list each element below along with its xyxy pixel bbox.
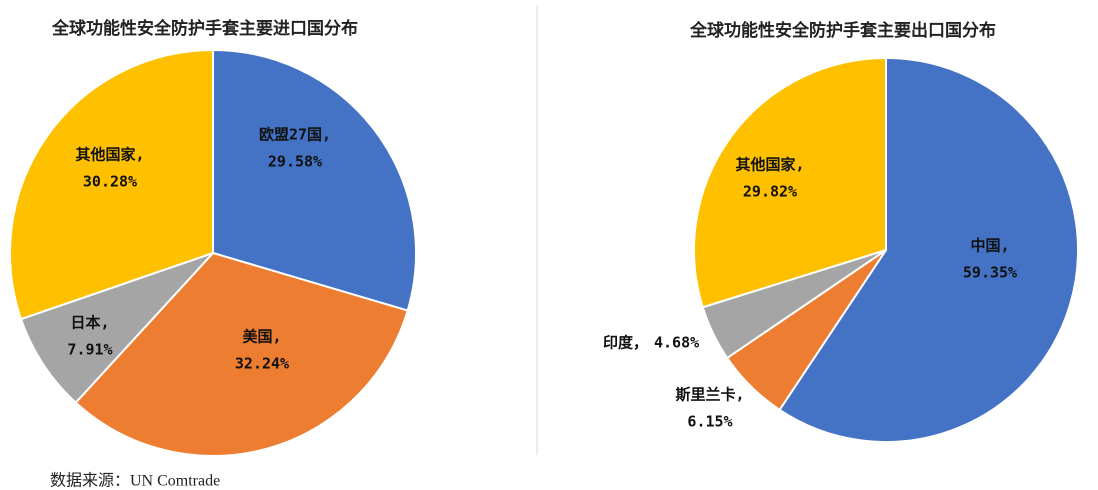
slice-value: 7.91% bbox=[67, 341, 112, 359]
slice-category: 日本, bbox=[70, 314, 109, 332]
slice-value: 4.68% bbox=[654, 334, 699, 352]
slice-category: 欧盟27国, bbox=[259, 126, 331, 144]
slice-value: 59.35% bbox=[963, 264, 1017, 282]
slice-category: 斯里兰卡, bbox=[675, 386, 744, 404]
chart-title: 全球功能性安全防护手套主要进口国分布 bbox=[51, 18, 358, 39]
slice-value: 6.15% bbox=[687, 413, 732, 431]
source: 数据来源：UN Comtrade bbox=[50, 472, 220, 490]
pie-slice bbox=[693, 56, 887, 309]
slice-category: 其他国家, bbox=[735, 156, 804, 174]
slice-category: 美国, bbox=[242, 328, 281, 346]
slice-category: 其他国家, bbox=[75, 146, 144, 164]
slice-value: 30.28% bbox=[83, 173, 137, 191]
slice-value: 29.82% bbox=[743, 183, 797, 201]
slice-category: 印度， bbox=[603, 334, 648, 352]
pie-slice bbox=[778, 56, 1079, 443]
pie-slice bbox=[9, 48, 214, 321]
slice-value: 32.24% bbox=[235, 355, 289, 373]
chart-title: 全球功能性安全防护手套主要出口国分布 bbox=[689, 20, 996, 41]
pie-slice bbox=[74, 251, 409, 457]
pie-slice bbox=[19, 252, 214, 405]
slice-value: 29.58% bbox=[268, 153, 322, 171]
slice-category: 中国, bbox=[970, 237, 1009, 255]
pie-slice bbox=[212, 48, 417, 312]
